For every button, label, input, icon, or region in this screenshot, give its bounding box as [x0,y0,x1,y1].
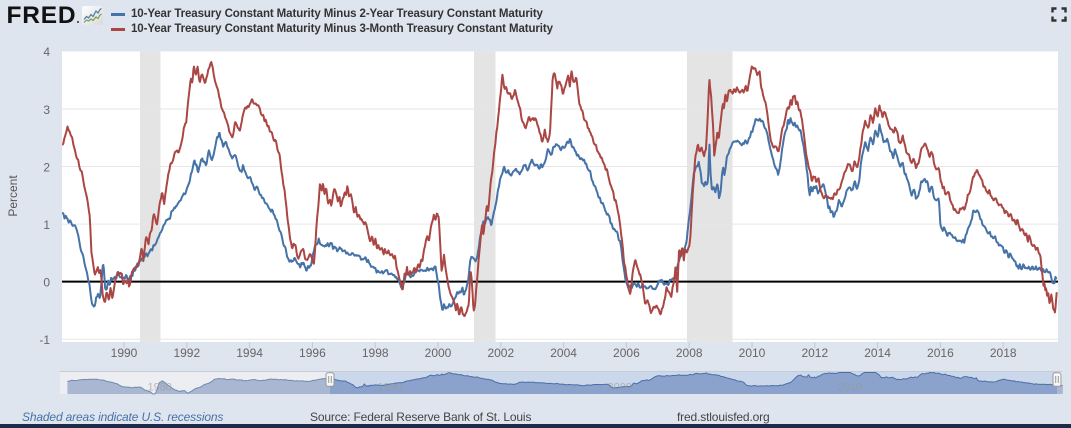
svg-text:2: 2 [43,160,50,174]
svg-text:2000: 2000 [607,382,631,394]
svg-text:1: 1 [43,218,50,232]
svg-text:Percent: Percent [6,175,20,217]
svg-text:2008: 2008 [676,346,703,360]
svg-text:2004: 2004 [550,346,577,360]
svg-text:1998: 1998 [362,346,389,360]
svg-text:2018: 2018 [990,346,1017,360]
svg-text:1990: 1990 [377,382,401,394]
svg-text:1990: 1990 [111,346,138,360]
svg-text:1994: 1994 [236,346,263,360]
svg-text:1992: 1992 [173,346,200,360]
svg-text:-1: -1 [39,333,50,347]
svg-text:0: 0 [43,275,50,289]
svg-text:2000: 2000 [425,346,452,360]
svg-text:2002: 2002 [487,346,514,360]
svg-text:4: 4 [43,45,50,59]
svg-text:3: 3 [43,103,50,117]
svg-text:2014: 2014 [864,346,891,360]
svg-text:2006: 2006 [613,346,640,360]
svg-text:2012: 2012 [801,346,828,360]
svg-text:2016: 2016 [927,346,954,360]
svg-text:1980: 1980 [147,382,171,394]
svg-text:2010: 2010 [739,346,766,360]
svg-text:1996: 1996 [299,346,326,360]
svg-text:2010: 2010 [837,382,861,394]
